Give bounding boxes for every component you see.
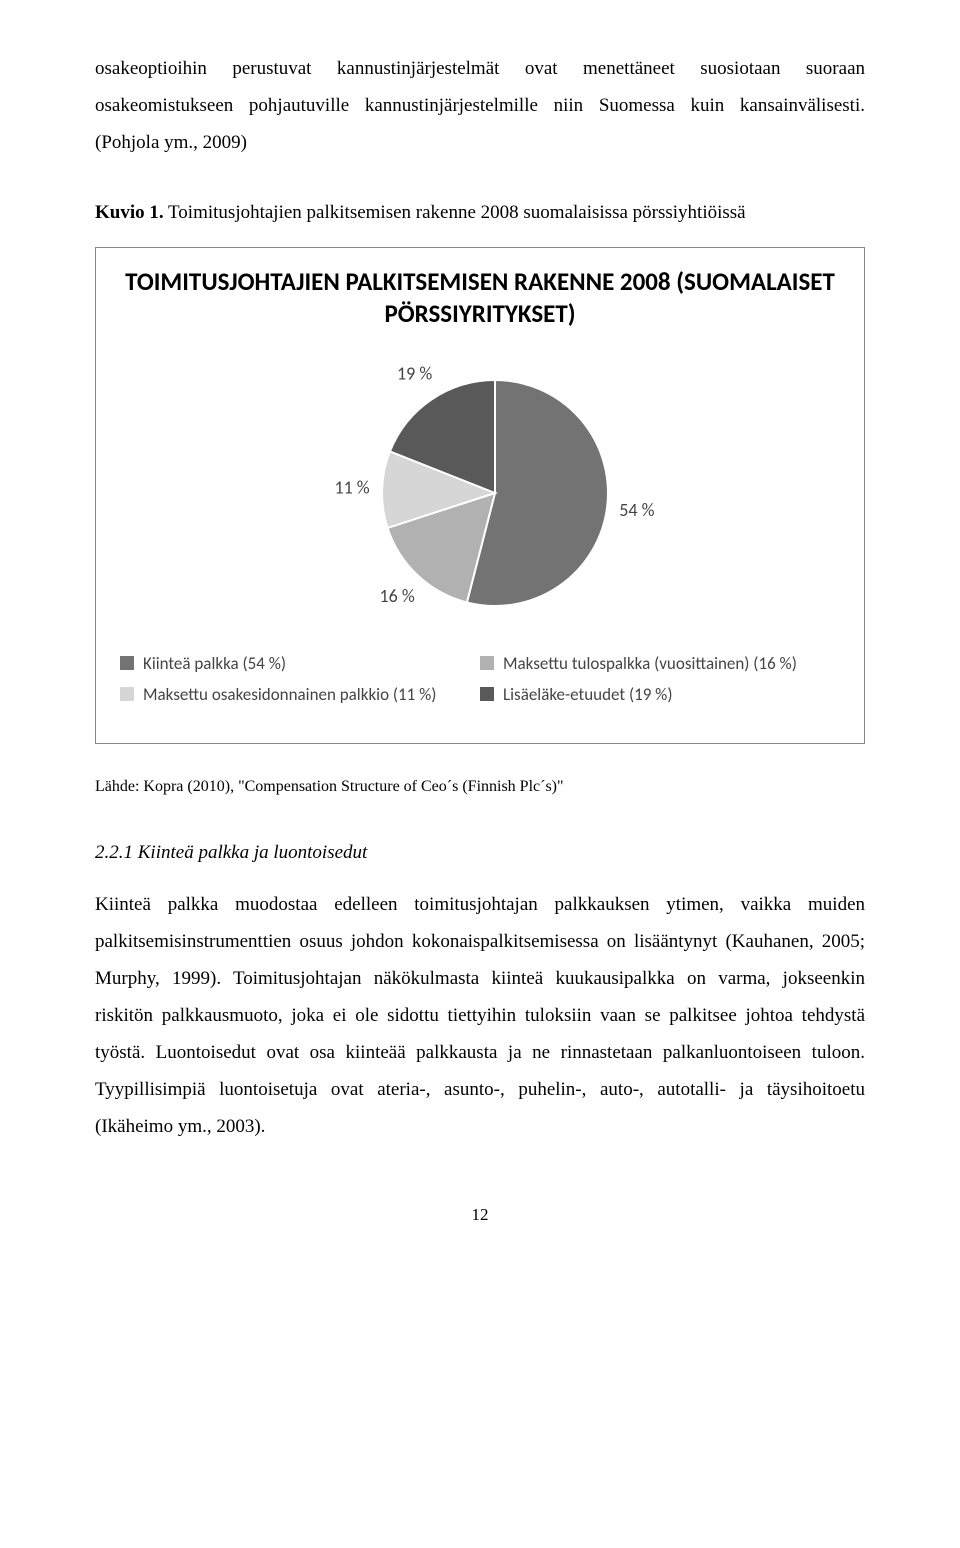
- page-number: 12: [95, 1205, 865, 1225]
- legend-label: Kiinteä palkka (54 %): [143, 653, 286, 674]
- subheading: 2.2.1 Kiinteä palkka ja luontoisedut: [95, 842, 865, 864]
- pie-slice-label: 11 %: [334, 476, 369, 498]
- caption-rest: Toimitusjohtajien palkitsemisen rakenne …: [164, 202, 746, 223]
- legend-swatch: [480, 687, 494, 701]
- pie-slice-label: 19 %: [397, 363, 432, 385]
- source-line: Lähde: Kopra (2010), "Compensation Struc…: [95, 778, 865, 796]
- pie-slice-label: 16 %: [380, 585, 415, 607]
- chart-title: TOIMITUSJOHTAJIEN PALKITSEMISEN RAKENNE …: [120, 266, 840, 329]
- legend-swatch: [480, 656, 494, 670]
- legend-row: Maksettu osakesidonnainen palkkio (11 %)…: [120, 684, 840, 705]
- legend-item: Kiinteä palkka (54 %): [120, 653, 480, 674]
- legend-swatch: [120, 656, 134, 670]
- chart-container: TOIMITUSJOHTAJIEN PALKITSEMISEN RAKENNE …: [95, 247, 865, 744]
- intro-paragraph: osakeoptioihin perustuvat kannustinjärje…: [95, 50, 865, 161]
- pie-slice-label: 54 %: [619, 499, 654, 521]
- legend-item: Maksettu osakesidonnainen palkkio (11 %): [120, 684, 480, 705]
- legend-row: Kiinteä palkka (54 %) Maksettu tulospalkk…: [120, 653, 840, 674]
- figure-caption: Kuvio 1. Toimitusjohtajien palkitsemisen…: [95, 197, 865, 229]
- caption-bold: Kuvio 1.: [95, 202, 164, 223]
- chart-legend: Kiinteä palkka (54 %) Maksettu tulospalkk…: [120, 653, 840, 705]
- legend-label: Maksettu tulospalkka (vuosittainen) (16 …: [503, 653, 797, 674]
- legend-swatch: [120, 687, 134, 701]
- pie-chart: 54 % 16 % 11 % 19 %: [270, 353, 690, 623]
- legend-label: Lisäeläke-etuudet (19 %): [503, 684, 673, 705]
- body-paragraph: Kiinteä palkka muodostaa edelleen toimit…: [95, 886, 865, 1145]
- legend-label: Maksettu osakesidonnainen palkkio (11 %): [143, 684, 436, 705]
- pie-area: 54 % 16 % 11 % 19 %: [120, 353, 840, 623]
- legend-item: Lisäeläke-etuudet (19 %): [480, 684, 840, 705]
- legend-item: Maksettu tulospalkka (vuosittainen) (16 …: [480, 653, 840, 674]
